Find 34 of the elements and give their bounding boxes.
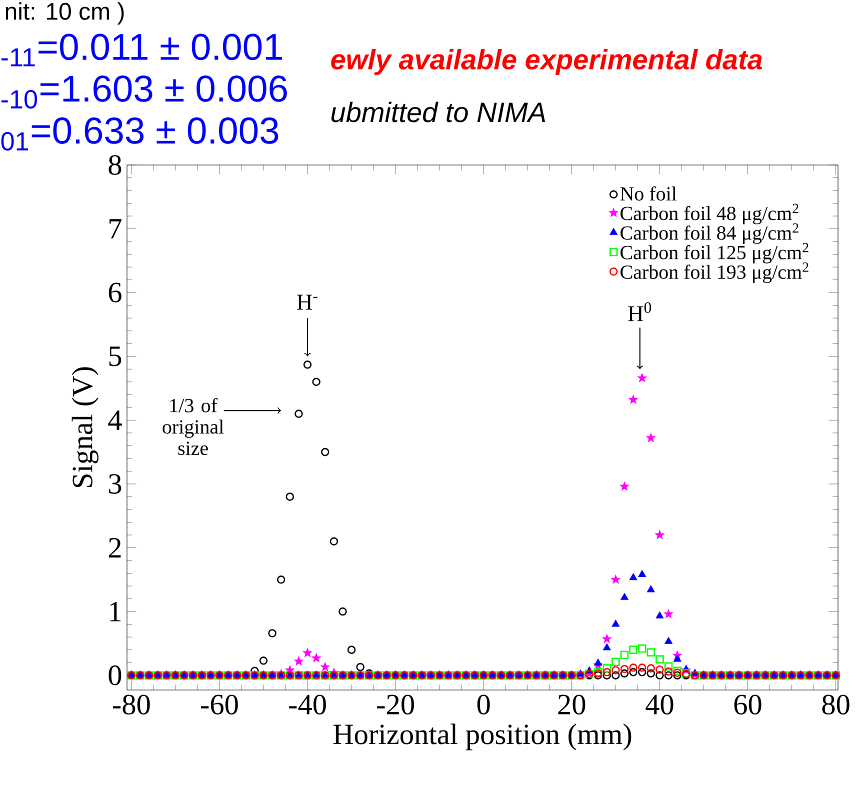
text: ewly available experimental data	[331, 48, 762, 76]
y-tick-label: 8	[108, 155, 122, 175]
y-tick-label: 5	[109, 346, 122, 366]
text: ubmitted to NIMA	[331, 102, 546, 122]
y-tick-label: 1	[110, 602, 121, 622]
annotation: H$^{-}$	[296, 294, 318, 310]
x-tick-label: 0	[477, 694, 490, 715]
legend-label: Carbon foil 48 μg/cm$^{2}$	[620, 204, 798, 224]
x-tick-label: -80	[112, 694, 150, 715]
y-tick-label: 2	[108, 538, 121, 558]
x-tick-label: -20	[377, 694, 414, 715]
x-tick-label: 60	[734, 694, 762, 715]
x-tick-label: -40	[289, 694, 326, 715]
x-axis-title: Horizontal position (mm)	[333, 724, 632, 750]
y-axis-title: Signal (V)	[72, 367, 98, 488]
y-tick-label: 4	[108, 410, 122, 430]
y-tick-label: 6	[108, 282, 122, 302]
x-tick-label: 20	[558, 694, 586, 715]
legend-label: Carbon foil 193 μg/cm$^{2}$	[620, 262, 808, 284]
text: $_{-10}$=1.603 ± 0.006	[1, 75, 287, 109]
legend-label: Carbon foil 125 μg/cm$^{2}$	[620, 242, 808, 264]
x-tick-label: 40	[646, 694, 674, 715]
legend-label: No foil	[620, 186, 676, 201]
annotation: 1/3 of original size	[162, 398, 224, 456]
y-tick-label: 7	[110, 219, 122, 238]
text: nit: 10 cm )	[6, 2, 124, 25]
y-tick-label: 3	[109, 474, 122, 494]
x-tick-label: -60	[200, 694, 238, 715]
annotation: H$^{0}$	[628, 302, 652, 322]
y-tick-label: 0	[108, 665, 122, 686]
text: $_{01}$=0.633 ± 0.003	[1, 117, 278, 151]
x-tick-label: 80	[822, 694, 850, 715]
text: $_{-11}$=0.011 ± 0.001	[1, 34, 282, 66]
legend-label: Carbon foil 84 μg/cm$^{2}$	[620, 223, 798, 244]
